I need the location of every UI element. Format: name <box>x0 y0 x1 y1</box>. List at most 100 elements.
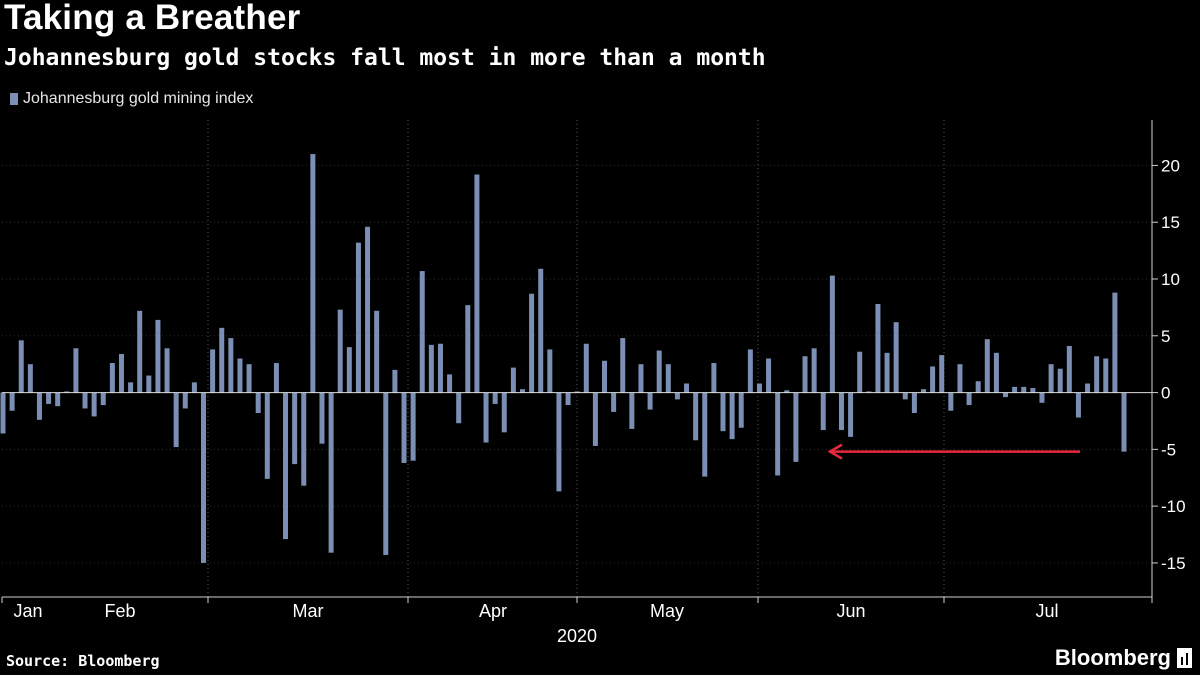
bar <box>538 268 544 393</box>
bar <box>419 271 425 393</box>
legend: Johannesburg gold mining index <box>10 90 253 108</box>
bar <box>684 383 690 393</box>
bar <box>191 382 197 393</box>
bar <box>1039 392 1045 403</box>
bar <box>73 348 79 393</box>
bar <box>592 392 598 446</box>
bar <box>82 392 88 409</box>
axes: -15 -10 -5 0 5 10 15 20 Jan Feb Mar Apr May Jun Jul 202… <box>1 120 1186 646</box>
bar <box>939 355 945 393</box>
bar <box>775 392 781 476</box>
bar <box>1085 383 1091 393</box>
bar <box>1003 392 1009 398</box>
bar <box>565 392 571 406</box>
bar <box>747 349 753 393</box>
bar <box>1021 386 1027 393</box>
bar <box>510 367 516 393</box>
bar <box>793 392 799 462</box>
x-tick-label: Apr <box>479 601 507 621</box>
bar <box>529 293 535 393</box>
bar <box>492 392 498 404</box>
source-note: Source: Bloomberg <box>6 652 160 670</box>
bar <box>273 363 279 393</box>
bar <box>310 154 316 393</box>
bar <box>884 352 890 393</box>
y-tick-label: 5 <box>1161 327 1170 346</box>
bar <box>975 381 981 393</box>
bar <box>711 363 717 393</box>
bar <box>219 327 225 393</box>
bar <box>1121 392 1127 452</box>
x-tick-label: Jan <box>13 601 42 621</box>
bar <box>693 392 699 441</box>
legend-swatch <box>10 93 18 105</box>
bar <box>346 347 352 393</box>
bar <box>36 392 42 420</box>
bar <box>583 343 589 393</box>
bar <box>365 226 371 393</box>
bar <box>1030 388 1036 393</box>
bar <box>18 340 24 393</box>
bar <box>674 392 680 400</box>
bar <box>921 389 926 393</box>
bar <box>383 392 389 555</box>
bar <box>784 390 790 393</box>
bar <box>756 383 762 393</box>
bar <box>201 392 206 563</box>
bar <box>656 350 662 393</box>
bar <box>1103 358 1109 393</box>
bar <box>301 392 307 486</box>
chart-title: Taking a Breather <box>4 0 301 37</box>
bar <box>665 364 671 393</box>
bar <box>292 392 298 465</box>
bar <box>255 392 261 414</box>
bar <box>0 392 6 434</box>
y-tick-label: -5 <box>1161 440 1176 459</box>
bar <box>1012 386 1018 393</box>
bar <box>1094 356 1100 393</box>
bar <box>501 392 507 433</box>
bar <box>957 364 963 393</box>
bar <box>118 353 124 393</box>
brand-logo: Bloomberg <box>1055 645 1192 671</box>
bar <box>237 358 243 393</box>
bar <box>100 392 106 406</box>
bar <box>137 310 143 393</box>
bar <box>838 392 844 431</box>
bar <box>228 338 234 393</box>
bar <box>620 338 626 393</box>
bar <box>46 392 52 404</box>
bar <box>155 319 161 393</box>
bar <box>337 309 343 393</box>
bar <box>109 363 115 393</box>
brand-name: Bloomberg <box>1054 645 1171 670</box>
bar <box>146 375 152 393</box>
bar <box>401 392 407 463</box>
bar <box>64 391 70 393</box>
bar <box>328 392 334 553</box>
bar <box>474 174 480 393</box>
legend-label: Johannesburg gold mining index <box>23 90 254 107</box>
bar <box>875 303 881 393</box>
bar <box>128 382 134 393</box>
bar <box>829 275 835 393</box>
bar <box>556 392 562 492</box>
bar <box>811 348 817 393</box>
bar <box>264 392 270 479</box>
annotations <box>827 443 1080 460</box>
bloomberg-terminal-icon <box>1177 648 1192 668</box>
x-tick-label: Jul <box>1035 601 1058 621</box>
bar <box>638 364 644 393</box>
bar <box>993 352 999 393</box>
x-tick-label: Feb <box>104 601 135 621</box>
y-tick-label: -10 <box>1161 497 1186 516</box>
bar <box>820 392 826 431</box>
bar <box>437 343 443 393</box>
bar <box>848 392 854 437</box>
grid-lines <box>2 120 1153 597</box>
bar <box>966 392 972 406</box>
bar <box>428 344 434 393</box>
bar <box>374 310 380 393</box>
bar <box>1075 392 1081 418</box>
bar <box>483 392 489 443</box>
